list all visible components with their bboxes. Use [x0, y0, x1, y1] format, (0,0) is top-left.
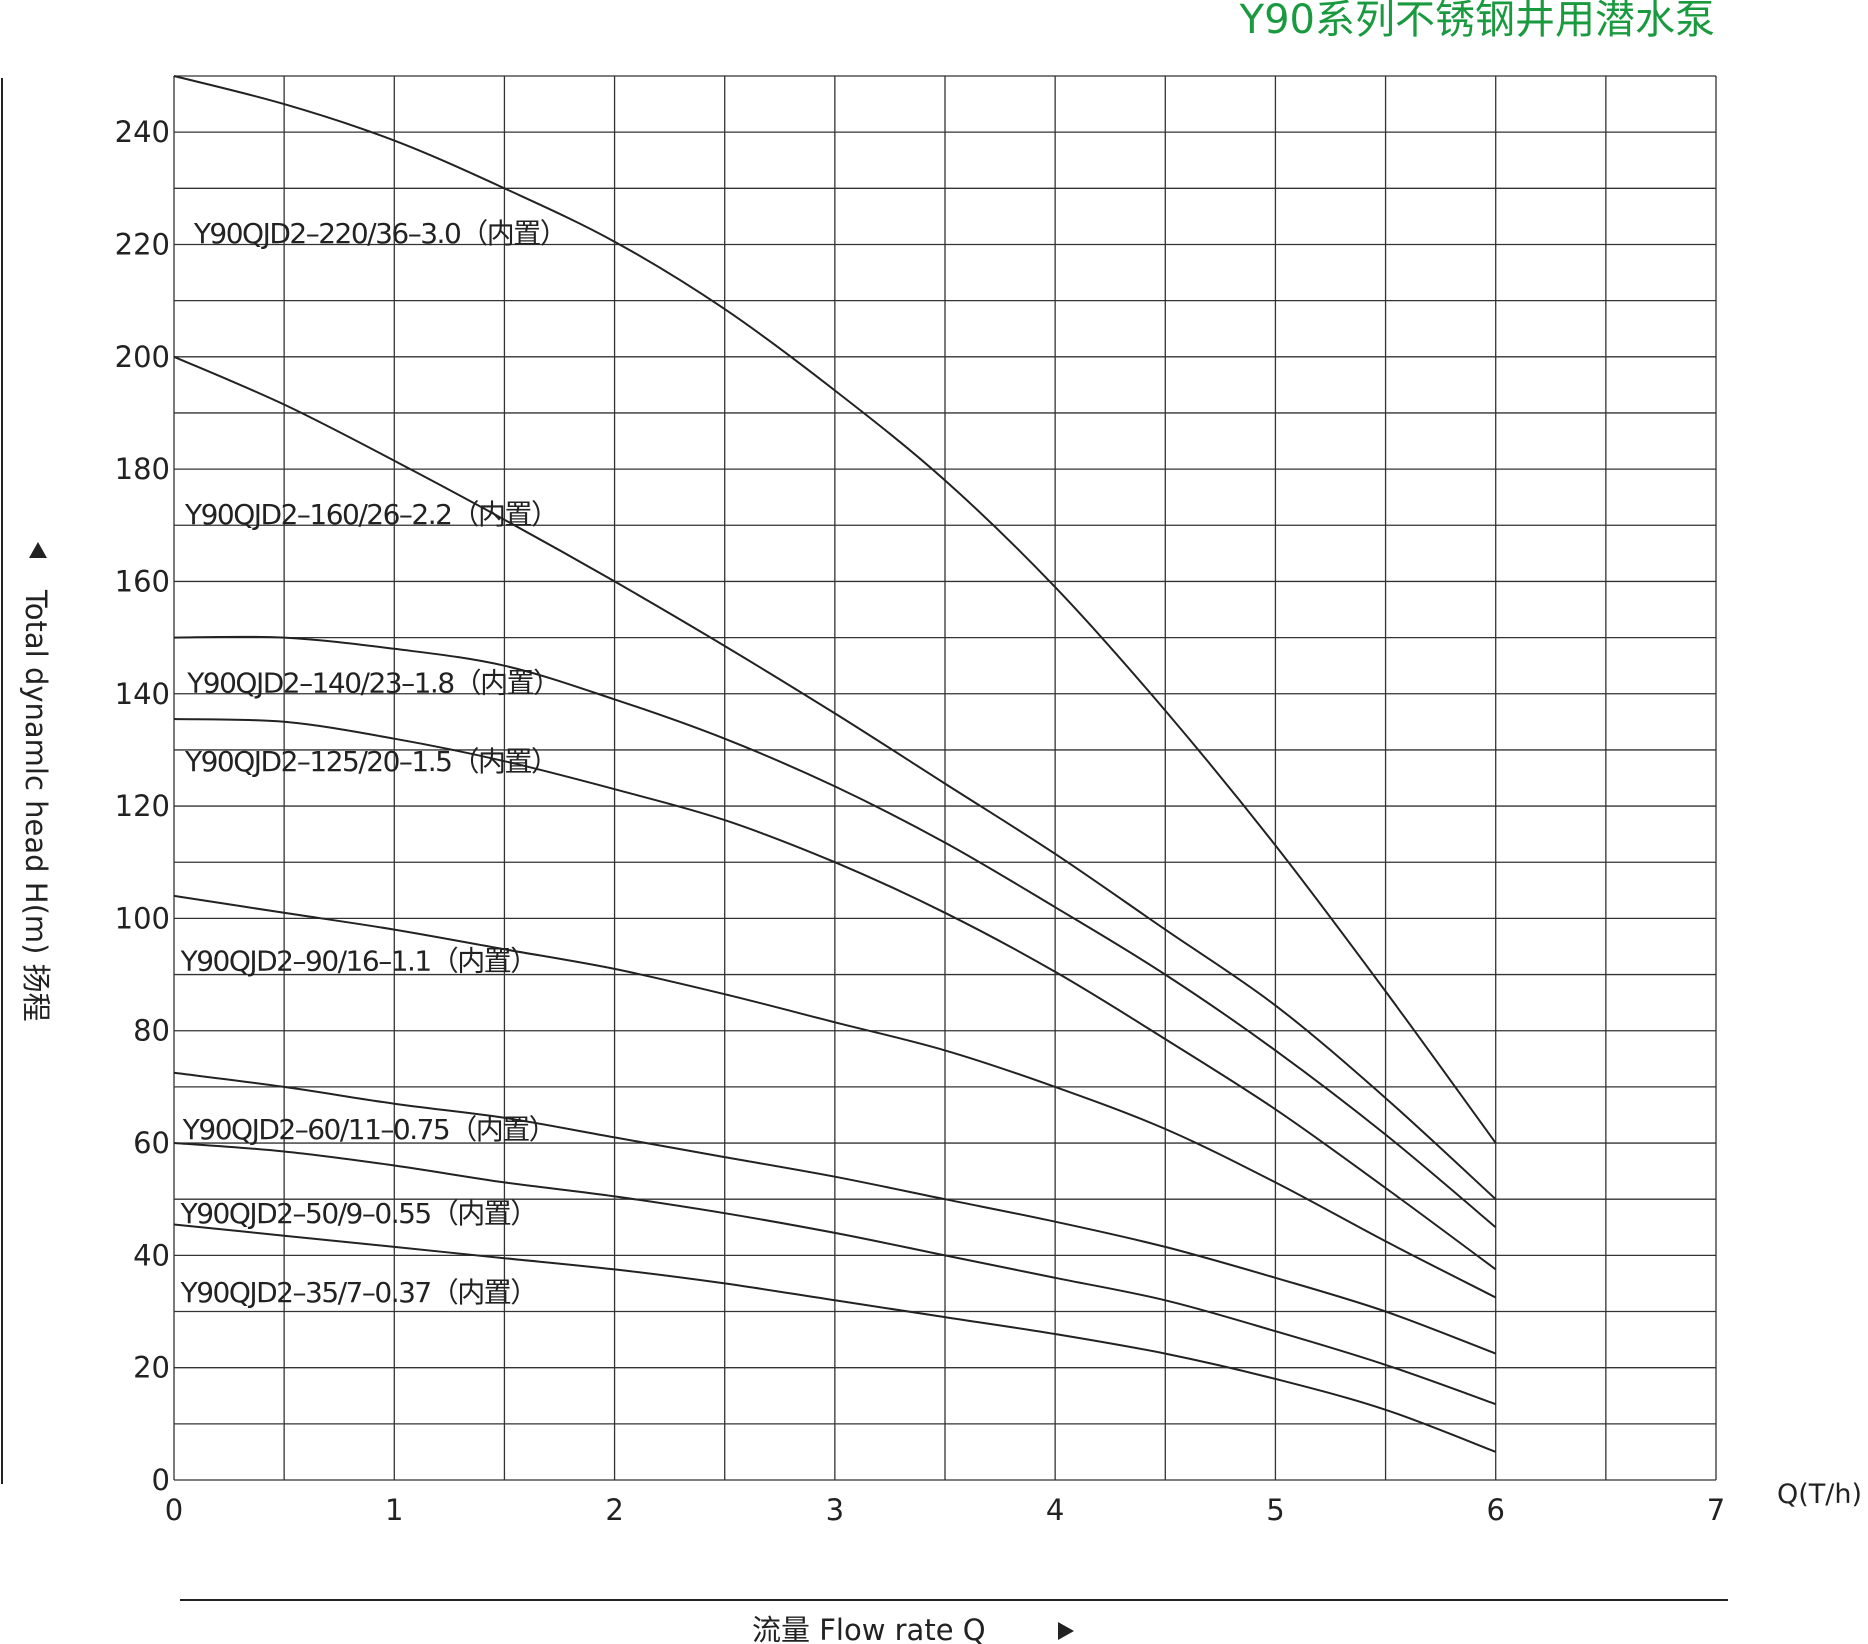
x-tick-label: 4: [1046, 1493, 1064, 1527]
series-curve: [173, 635, 1497, 1229]
series-curve: [173, 1071, 1497, 1355]
series-curve: [173, 1223, 1497, 1453]
y-tick-label: 200: [115, 340, 170, 374]
y-tick-label: 100: [115, 901, 170, 935]
y-tick-label: 240: [115, 115, 170, 149]
x-tick-label: 0: [165, 1493, 183, 1527]
series-curve: [173, 75, 1497, 1144]
series-label-layer: Y90QJD2–220/36–3.0（内置） Y90QJD2–160/26–2.2…: [180, 217, 568, 1309]
y-tick-label: 140: [115, 677, 170, 711]
series-curve: [173, 355, 1497, 1200]
y-tick-label: 160: [115, 564, 170, 598]
y-tick-label: 40: [133, 1238, 170, 1272]
y-tick-label: 20: [133, 1351, 170, 1385]
series-curve: [173, 718, 1497, 1271]
x-tick-label: 6: [1486, 1493, 1504, 1527]
y-tick-label: 120: [115, 789, 170, 823]
y-tick-label: 80: [133, 1014, 170, 1048]
series-label: Y90QJD2–50/9–0.55（内置）: [180, 1197, 537, 1230]
series-curve: [173, 1142, 1497, 1406]
y-axis-arrow-icon: [29, 542, 47, 558]
x-unit-label: Q(T/h): [1777, 1479, 1862, 1510]
y-tick-labels: 0 20 40 60 80 100 120 140 160 180 200 220 240: [115, 115, 170, 1497]
series-label: Y90QJD2–35/7–0.37（内置）: [180, 1276, 537, 1309]
x-tick-label: 2: [605, 1493, 623, 1527]
x-tick-labels: 0 1 2 3 4 5 6 7: [165, 1493, 1725, 1527]
x-axis-arrow-icon: [1058, 1622, 1074, 1640]
series-label: Y90QJD2–220/36–3.0（内置）: [193, 217, 566, 250]
x-tick-label: 5: [1266, 1493, 1284, 1527]
y-tick-label: 0: [152, 1463, 170, 1497]
y-tick-label: 220: [115, 227, 170, 261]
series-label: Y90QJD2–90/16–1.1（内置）: [180, 945, 537, 978]
x-tick-label: 7: [1707, 1493, 1725, 1527]
series-curve: [173, 894, 1497, 1299]
series-label: Y90QJD2–140/23–1.8（内置）: [186, 667, 559, 700]
curve-layer: [173, 75, 1497, 1453]
x-axis-label: 流量 Flow rate Q: [752, 1613, 986, 1644]
y-tick-label: 60: [133, 1126, 170, 1160]
x-tick-label: 3: [826, 1493, 844, 1527]
x-tick-label: 1: [385, 1493, 403, 1527]
series-label: Y90QJD2–125/20–1.5（内置）: [184, 745, 557, 778]
chart-title: Y90系列不锈钢井用潜水泵: [1239, 0, 1715, 43]
y-tick-label: 180: [115, 452, 170, 486]
series-label: Y90QJD2–160/26–2.2（内置）: [184, 498, 557, 531]
series-label: Y90QJD2–60/11–0.75（内置）: [182, 1113, 555, 1146]
y-axis-label: Total dynamlc head H(m) 扬程: [19, 589, 53, 1022]
grid: [173, 75, 1717, 1481]
